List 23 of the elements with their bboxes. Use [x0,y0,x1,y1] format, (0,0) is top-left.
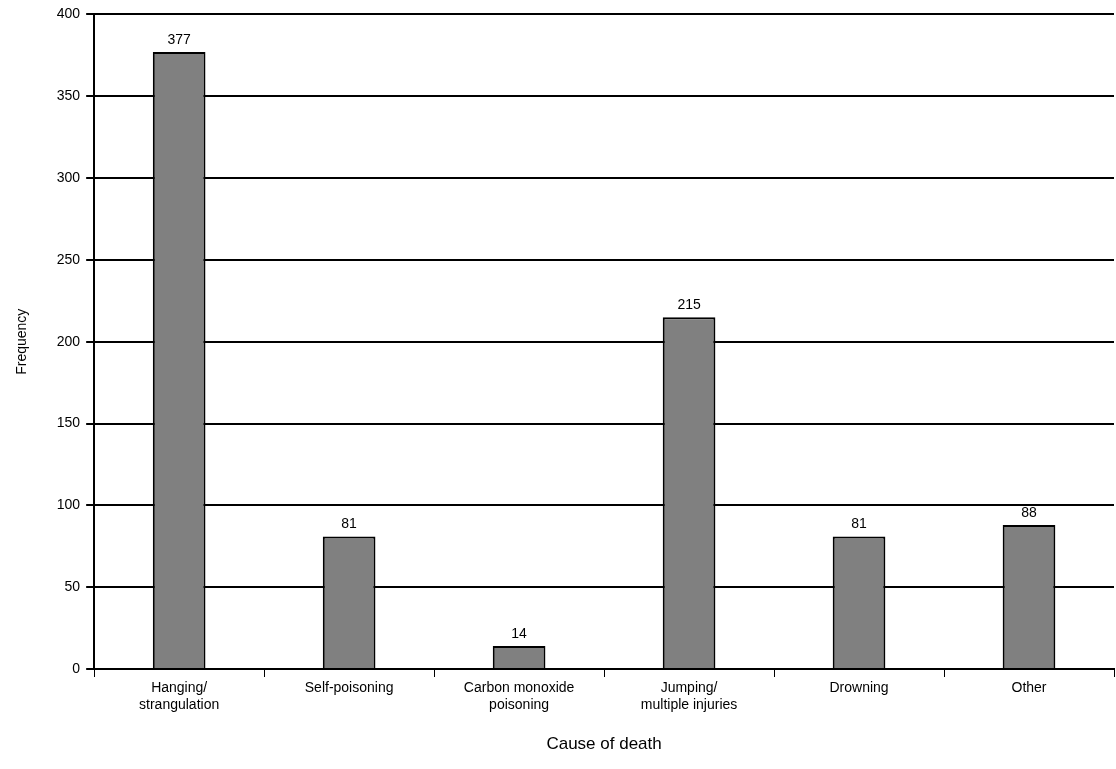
y-tick-label: 350 [56,87,81,104]
y-tick-label: 0 [72,659,81,676]
y-tick-label: 50 [64,578,81,595]
x-axis-title: Cause of death [546,734,662,754]
data-label: 81 [341,515,358,532]
data-label: 215 [677,296,701,313]
x-tick-label: Drowning [829,679,889,696]
data-label: 377 [167,30,192,47]
y-tick-label: 250 [56,250,81,267]
data-label: 81 [851,515,868,532]
data-label: 14 [511,624,528,641]
x-tick-label: Carbon monoxide poisoning [463,679,575,713]
y-tick-label: 150 [56,414,81,431]
y-tick-label: 300 [56,168,81,185]
y-tick-label: 100 [56,496,81,513]
data-label: 88 [1021,503,1038,520]
x-tick-label: Other [1011,679,1047,696]
y-tick-label: 400 [56,5,81,22]
y-axis-title: Frequency [13,308,30,375]
x-tick-label: Hanging/ strangulation [139,679,220,713]
x-tick-label: Jumping/ multiple injuries [640,679,738,713]
y-tick-label: 200 [56,332,81,349]
x-tick-label: Self-poisoning [304,679,394,696]
